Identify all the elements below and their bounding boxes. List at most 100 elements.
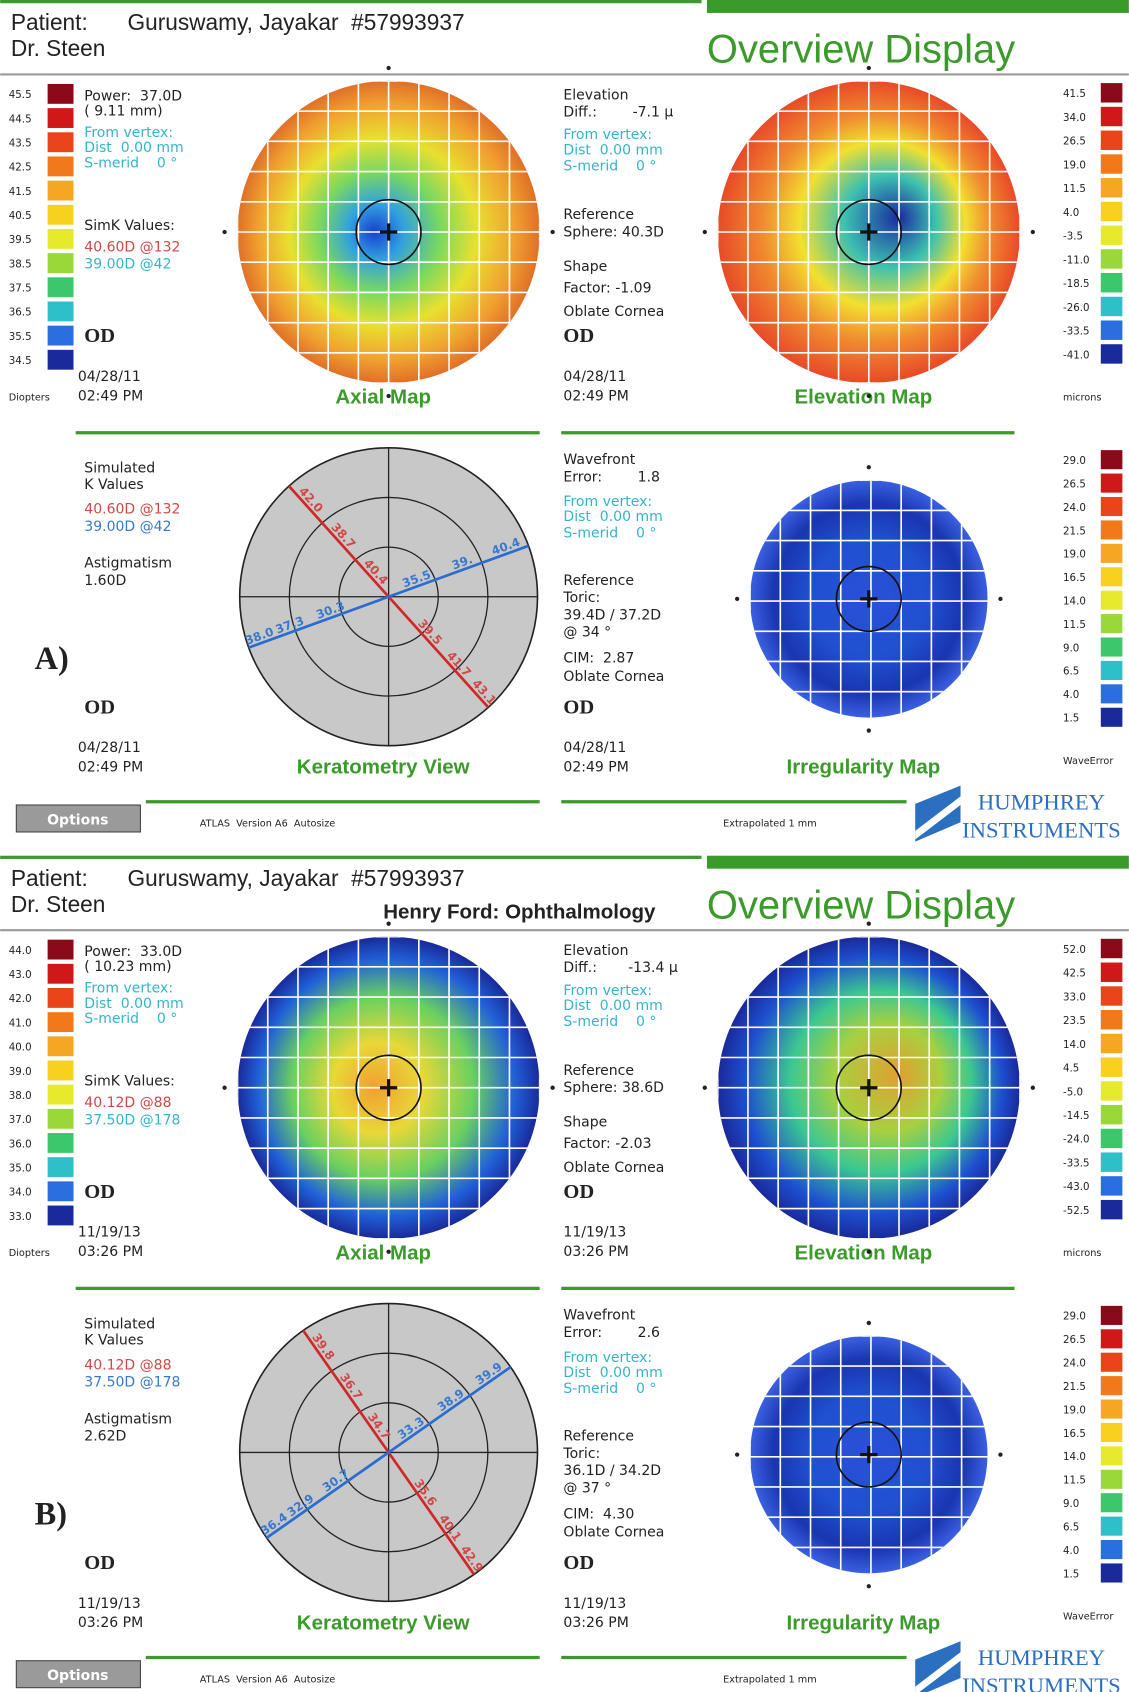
scale-label: -41.0: [1063, 349, 1090, 361]
colorbar-segment: [48, 350, 74, 370]
scale-label: 36.5: [9, 307, 32, 319]
axis-dot: [703, 230, 707, 234]
text: 04/28/11: [78, 369, 141, 385]
colorbar-segment: [48, 205, 74, 225]
institution: Henry Ford: Ophthalmology: [383, 900, 656, 923]
axis-dot: [867, 728, 871, 732]
unit-label: microns: [1063, 392, 1101, 403]
text: ( 9.11 mm): [84, 103, 162, 119]
text: S-merid 0 °: [84, 155, 177, 171]
button-label[interactable]: Options: [47, 812, 108, 828]
header-bar: [707, 856, 1129, 869]
doctor: Dr. Steen: [11, 891, 105, 917]
scale-label: 35.0: [9, 1162, 32, 1174]
axis-dot: [703, 1086, 707, 1090]
text: @ 37 °: [563, 1480, 611, 1496]
options-button[interactable]: Options: [16, 1661, 140, 1688]
axis-dot: [867, 922, 871, 926]
scale-label: 24.0: [1063, 502, 1086, 514]
panel-label: A): [35, 641, 69, 677]
button-label[interactable]: Options: [47, 1668, 108, 1684]
colorbar-segment: [48, 253, 74, 273]
colorbar-segment: [1101, 708, 1123, 727]
text: Simulated: [84, 1316, 155, 1332]
colorbar-segment: [48, 988, 74, 1008]
text: SimK Values:: [84, 1074, 175, 1090]
scale-label: -24.0: [1063, 1134, 1090, 1146]
text: Power: 37.0D: [84, 88, 182, 104]
text: From vertex:: [563, 127, 652, 143]
scale-label: 36.0: [9, 1138, 32, 1150]
map-title: Axial Map: [335, 386, 431, 409]
extrapolation: Extrapolated 1 mm: [723, 1674, 817, 1685]
text: Astigmatism: [84, 556, 172, 572]
colorbar-segment: [48, 1109, 74, 1129]
axis-dot: [867, 66, 871, 70]
text: S-merid 0 °: [563, 158, 656, 174]
text: From vertex:: [563, 983, 652, 999]
scale-label: -33.5: [1063, 1157, 1090, 1169]
text: K Values: [84, 477, 143, 493]
colorbar-segment: [48, 84, 74, 104]
text: 40.12D @88: [84, 1357, 171, 1373]
text: Toric:: [562, 590, 600, 606]
scale-label: 16.5: [1063, 572, 1086, 584]
colorbar-segment: [1101, 154, 1123, 173]
text: 37.50D @178: [84, 1375, 180, 1391]
unit-label: microns: [1063, 1248, 1101, 1259]
scale-label: 1.5: [1063, 1568, 1079, 1580]
colorbar-segment: [1101, 939, 1123, 958]
scale-label: 37.5: [9, 283, 32, 295]
colorbar-segment: [48, 301, 74, 321]
scale-label: -18.5: [1063, 278, 1090, 290]
scale-label: -14.5: [1063, 1110, 1090, 1122]
scale-label: 34.0: [1063, 112, 1086, 124]
software-version: ATLAS Version A6 Autosize: [200, 819, 336, 830]
colorbar-segment: [1101, 320, 1123, 339]
colorbar-segment: [48, 1061, 74, 1081]
axis-dot: [386, 394, 390, 398]
axis-dot: [735, 1452, 739, 1456]
colorbar-segment: [1101, 1353, 1123, 1372]
text: 40.12D @88: [84, 1095, 171, 1111]
colorbar-segment: [1101, 544, 1123, 563]
map-title: Irregularity Map: [787, 756, 941, 779]
colorbar-segment: [48, 1012, 74, 1032]
text: Dist 0.00 mm: [563, 1365, 662, 1381]
colorbar-segment: [1101, 963, 1123, 982]
colorbar-segment: [1101, 1200, 1123, 1219]
text: Toric:: [562, 1446, 600, 1462]
unit-label: WaveError: [1063, 756, 1113, 767]
map-title: Irregularity Map: [787, 1611, 941, 1634]
text: Oblate Cornea: [563, 669, 664, 685]
colorbar-segment: [48, 1133, 74, 1153]
options-button[interactable]: Options: [16, 805, 140, 832]
colorbar-segment: [1101, 637, 1123, 656]
colorbar-segment: [1101, 567, 1123, 586]
colorbar-segment: [1101, 1540, 1123, 1559]
scale-label: 11.5: [1063, 619, 1086, 631]
text: @ 34 °: [563, 625, 611, 641]
text: Dist 0.00 mm: [563, 509, 662, 525]
scale-label: 6.5: [1063, 1521, 1079, 1533]
software-version: ATLAS Version A6 Autosize: [200, 1674, 336, 1685]
scale-label: 29.0: [1063, 1311, 1086, 1323]
colorbar-segment: [1101, 1105, 1123, 1124]
text: 03:26 PM: [563, 1615, 628, 1631]
colorbar-segment: [1101, 344, 1123, 363]
scale-label: 39.0: [9, 1066, 32, 1078]
scale-label: -26.0: [1063, 302, 1090, 314]
text: 02:49 PM: [563, 388, 628, 404]
text: Dist 0.00 mm: [84, 140, 183, 156]
scale-label: 41.5: [9, 186, 32, 198]
text: 37.50D @178: [84, 1112, 180, 1128]
header-rule: [0, 0, 701, 3]
panel: Patient:Guruswamy, Jayakar #57993937Dr. …: [0, 856, 1129, 1692]
colorbar-segment: [1101, 1010, 1123, 1029]
axis-dot: [386, 1250, 390, 1254]
scale-label: 14.0: [1063, 596, 1086, 608]
axis-dot: [867, 1250, 871, 1254]
scale-label: 29.0: [1063, 455, 1086, 467]
eye-label: OD: [563, 1552, 594, 1574]
brand-name: HUMPHREY: [978, 1645, 1105, 1670]
